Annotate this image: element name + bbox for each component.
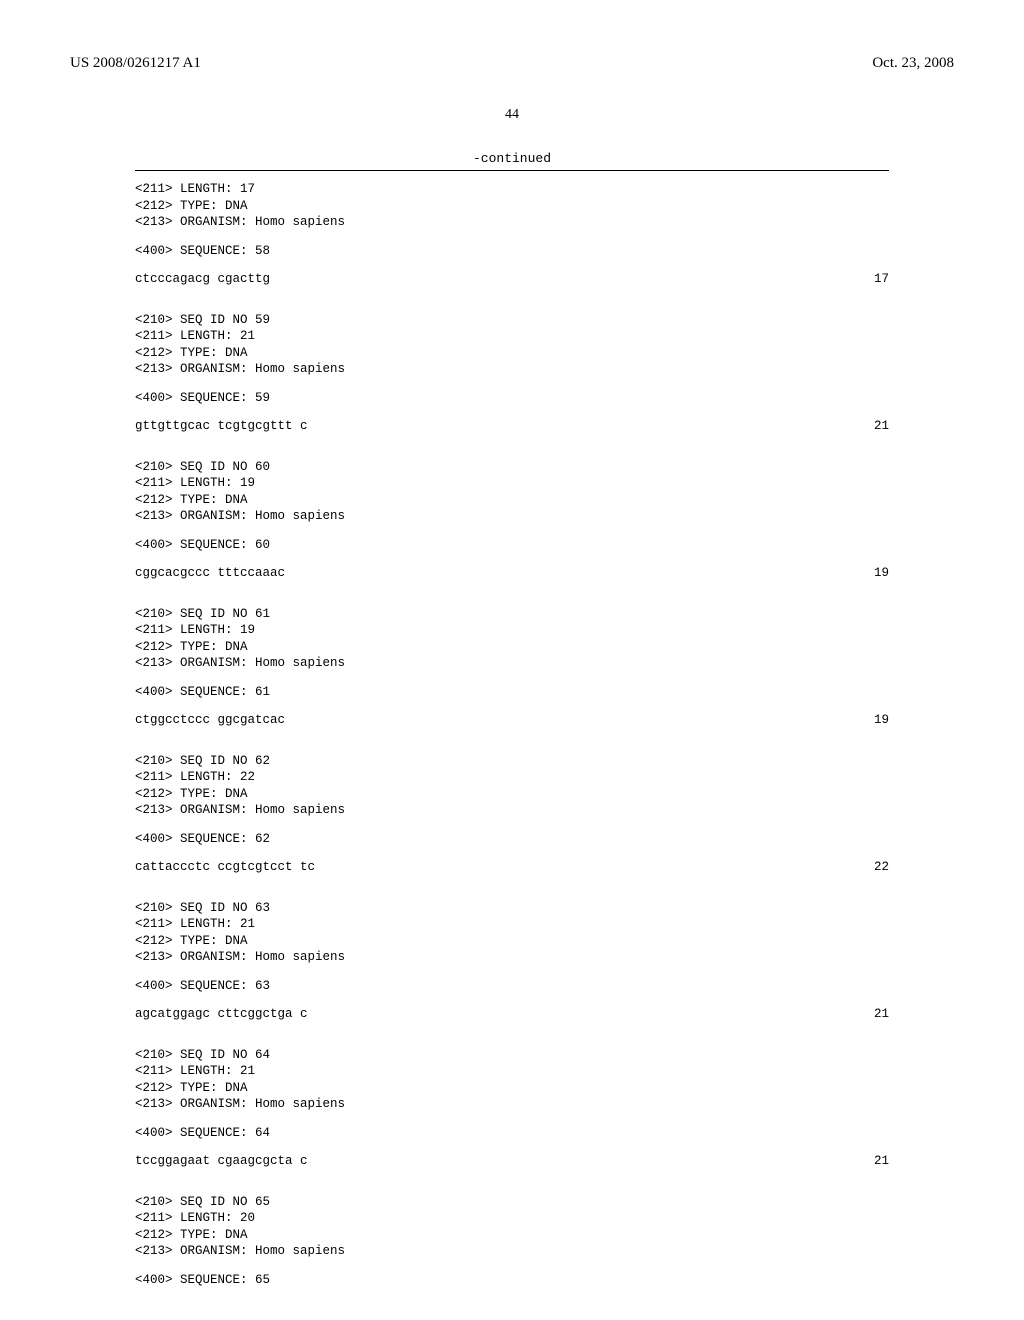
sequence-text: agcatggagc cttcggctga c [135, 1006, 308, 1023]
sequence-meta-line: <213> ORGANISM: Homo sapiens [135, 1243, 889, 1260]
sequence-meta: <210> SEQ ID NO 60<211> LENGTH: 19<212> … [135, 459, 889, 525]
sequence-entry: <210> SEQ ID NO 64<211> LENGTH: 21<212> … [135, 1047, 889, 1170]
sequence-meta-line: <212> TYPE: DNA [135, 492, 889, 509]
sequence-meta-line: <212> TYPE: DNA [135, 639, 889, 656]
sequence-meta-line: <211> LENGTH: 19 [135, 475, 889, 492]
sequence-entry: <210> SEQ ID NO 63<211> LENGTH: 21<212> … [135, 900, 889, 1023]
sequence-meta: <210> SEQ ID NO 62<211> LENGTH: 22<212> … [135, 753, 889, 819]
sequence-meta: <210> SEQ ID NO 65<211> LENGTH: 20<212> … [135, 1194, 889, 1260]
sequence-listing: <211> LENGTH: 17<212> TYPE: DNA<213> ORG… [135, 181, 889, 1288]
sequence-label: <400> SEQUENCE: 58 [135, 243, 889, 260]
sequence-meta: <210> SEQ ID NO 63<211> LENGTH: 21<212> … [135, 900, 889, 966]
sequence-length: 21 [874, 1006, 889, 1023]
continued-label: -continued [70, 151, 954, 166]
sequence-meta-line: <213> ORGANISM: Homo sapiens [135, 655, 889, 672]
sequence-length: 22 [874, 859, 889, 876]
sequence-meta-line: <211> LENGTH: 21 [135, 1063, 889, 1080]
sequence-row: gttgttgcac tcgtgcgttt c 21 [135, 418, 889, 435]
sequence-meta-line: <212> TYPE: DNA [135, 1080, 889, 1097]
sequence-row: cggcacgccc tttccaaac 19 [135, 565, 889, 582]
sequence-meta: <210> SEQ ID NO 61<211> LENGTH: 19<212> … [135, 606, 889, 672]
sequence-entry: <211> LENGTH: 17<212> TYPE: DNA<213> ORG… [135, 181, 889, 288]
sequence-meta-line: <211> LENGTH: 21 [135, 328, 889, 345]
sequence-meta-line: <212> TYPE: DNA [135, 345, 889, 362]
sequence-text: ctggcctccc ggcgatcac [135, 712, 285, 729]
sequence-meta: <211> LENGTH: 17<212> TYPE: DNA<213> ORG… [135, 181, 889, 231]
sequence-label: <400> SEQUENCE: 61 [135, 684, 889, 701]
sequence-meta-line: <211> LENGTH: 21 [135, 916, 889, 933]
sequence-entry: <210> SEQ ID NO 59<211> LENGTH: 21<212> … [135, 312, 889, 435]
header-left: US 2008/0261217 A1 [70, 55, 201, 72]
sequence-label: <400> SEQUENCE: 60 [135, 537, 889, 554]
sequence-text: cattaccctc ccgtcgtcct tc [135, 859, 315, 876]
sequence-label: <400> SEQUENCE: 65 [135, 1272, 889, 1289]
sequence-length: 21 [874, 1153, 889, 1170]
sequence-length: 19 [874, 565, 889, 582]
sequence-text: cggcacgccc tttccaaac [135, 565, 285, 582]
sequence-text: ctcccagacg cgacttg [135, 271, 270, 288]
sequence-meta-line: <210> SEQ ID NO 63 [135, 900, 889, 917]
sequence-meta-line: <213> ORGANISM: Homo sapiens [135, 214, 889, 231]
sequence-row: ctcccagacg cgacttg 17 [135, 271, 889, 288]
sequence-meta-line: <213> ORGANISM: Homo sapiens [135, 802, 889, 819]
sequence-meta: <210> SEQ ID NO 64<211> LENGTH: 21<212> … [135, 1047, 889, 1113]
sequence-text: gttgttgcac tcgtgcgttt c [135, 418, 308, 435]
sequence-row: tccggagaat cgaagcgcta c 21 [135, 1153, 889, 1170]
sequence-meta-line: <212> TYPE: DNA [135, 933, 889, 950]
sequence-entry: <210> SEQ ID NO 65<211> LENGTH: 20<212> … [135, 1194, 889, 1289]
page-container: US 2008/0261217 A1 Oct. 23, 2008 44 -con… [0, 0, 1024, 1320]
sequence-meta-line: <213> ORGANISM: Homo sapiens [135, 1096, 889, 1113]
horizontal-rule [135, 170, 889, 171]
page-number: 44 [70, 107, 954, 123]
sequence-label: <400> SEQUENCE: 62 [135, 831, 889, 848]
sequence-meta-line: <210> SEQ ID NO 60 [135, 459, 889, 476]
sequence-meta-line: <210> SEQ ID NO 59 [135, 312, 889, 329]
sequence-meta-line: <212> TYPE: DNA [135, 198, 889, 215]
sequence-row: agcatggagc cttcggctga c 21 [135, 1006, 889, 1023]
sequence-row: cattaccctc ccgtcgtcct tc 22 [135, 859, 889, 876]
sequence-meta-line: <210> SEQ ID NO 61 [135, 606, 889, 623]
sequence-meta-line: <211> LENGTH: 17 [135, 181, 889, 198]
sequence-meta-line: <210> SEQ ID NO 64 [135, 1047, 889, 1064]
sequence-meta-line: <210> SEQ ID NO 65 [135, 1194, 889, 1211]
sequence-entry: <210> SEQ ID NO 62<211> LENGTH: 22<212> … [135, 753, 889, 876]
header-right: Oct. 23, 2008 [872, 55, 954, 72]
sequence-label: <400> SEQUENCE: 64 [135, 1125, 889, 1142]
sequence-meta-line: <211> LENGTH: 22 [135, 769, 889, 786]
sequence-label: <400> SEQUENCE: 59 [135, 390, 889, 407]
sequence-meta-line: <210> SEQ ID NO 62 [135, 753, 889, 770]
sequence-entry: <210> SEQ ID NO 61<211> LENGTH: 19<212> … [135, 606, 889, 729]
sequence-length: 19 [874, 712, 889, 729]
sequence-length: 17 [874, 271, 889, 288]
sequence-meta-line: <213> ORGANISM: Homo sapiens [135, 361, 889, 378]
sequence-meta-line: <211> LENGTH: 19 [135, 622, 889, 639]
sequence-text: tccggagaat cgaagcgcta c [135, 1153, 308, 1170]
sequence-label: <400> SEQUENCE: 63 [135, 978, 889, 995]
sequence-meta: <210> SEQ ID NO 59<211> LENGTH: 21<212> … [135, 312, 889, 378]
sequence-meta-line: <211> LENGTH: 20 [135, 1210, 889, 1227]
sequence-meta-line: <213> ORGANISM: Homo sapiens [135, 508, 889, 525]
sequence-row: ctggcctccc ggcgatcac 19 [135, 712, 889, 729]
sequence-meta-line: <212> TYPE: DNA [135, 1227, 889, 1244]
sequence-length: 21 [874, 418, 889, 435]
sequence-meta-line: <213> ORGANISM: Homo sapiens [135, 949, 889, 966]
sequence-entry: <210> SEQ ID NO 60<211> LENGTH: 19<212> … [135, 459, 889, 582]
page-header: US 2008/0261217 A1 Oct. 23, 2008 [70, 55, 954, 72]
sequence-meta-line: <212> TYPE: DNA [135, 786, 889, 803]
